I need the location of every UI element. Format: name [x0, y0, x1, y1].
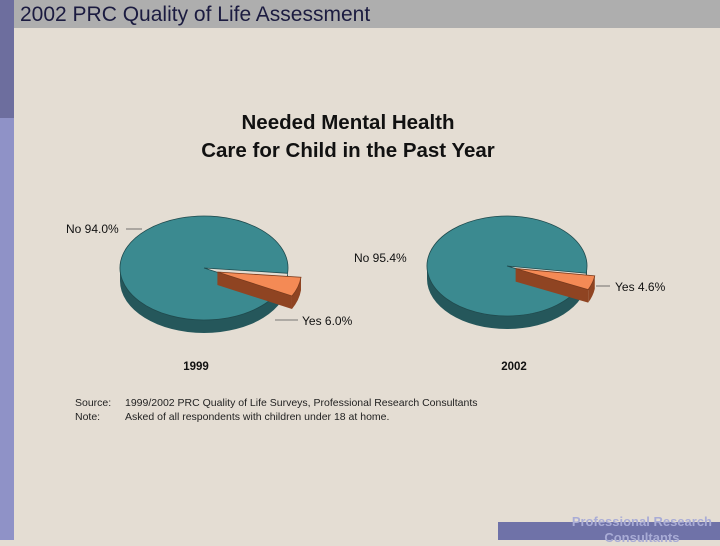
chart-title-line2: Care for Child in the Past Year: [201, 139, 495, 162]
note-text: Asked of all respondents with children u…: [125, 411, 389, 423]
chart-title-line1: Needed Mental Health: [241, 111, 454, 134]
slice-front-yes-1999: [217, 272, 292, 309]
pie-label-yes-2002: Yes 4.6%: [615, 280, 666, 294]
year-label-1999: 1999: [183, 361, 209, 373]
slice-no-1999: [119, 215, 289, 321]
slice-yes-1999: [217, 271, 302, 297]
slice-yes-2002: [515, 268, 596, 291]
pie-label-yes-1999: Yes 6.0%: [302, 314, 353, 328]
note-label: Note:: [75, 411, 100, 423]
title-bar: [14, 0, 720, 28]
slice-side-no-2002: [427, 266, 587, 329]
pie-label-no-1999: No 94.0%: [66, 222, 119, 236]
source-label: Source:: [75, 397, 111, 409]
slide-title: 2002 PRC Quality of Life Assessment: [20, 3, 371, 26]
year-label-2002: 2002: [501, 361, 527, 373]
slice-side-yes-2002: [588, 275, 595, 303]
footer-bar: [498, 522, 720, 540]
footer-line1: Professional Research: [571, 514, 712, 529]
sidebar-accent: [0, 0, 14, 540]
sidebar-accent-top: [0, 0, 14, 118]
source-text: 1999/2002 PRC Quality of Life Surveys, P…: [125, 397, 478, 409]
slice-no-2002: [426, 215, 588, 317]
slice-side-no-1999: [120, 268, 288, 333]
footer-line2: Consultants: [604, 530, 680, 545]
pie-label-no-2002: No 95.4%: [354, 251, 407, 265]
pie-chart-1999: [119, 215, 302, 333]
pie-chart-2002: [426, 215, 596, 329]
footer-text: Professional Research Consultants: [572, 514, 712, 546]
slice-front-yes-2002: [515, 268, 589, 303]
